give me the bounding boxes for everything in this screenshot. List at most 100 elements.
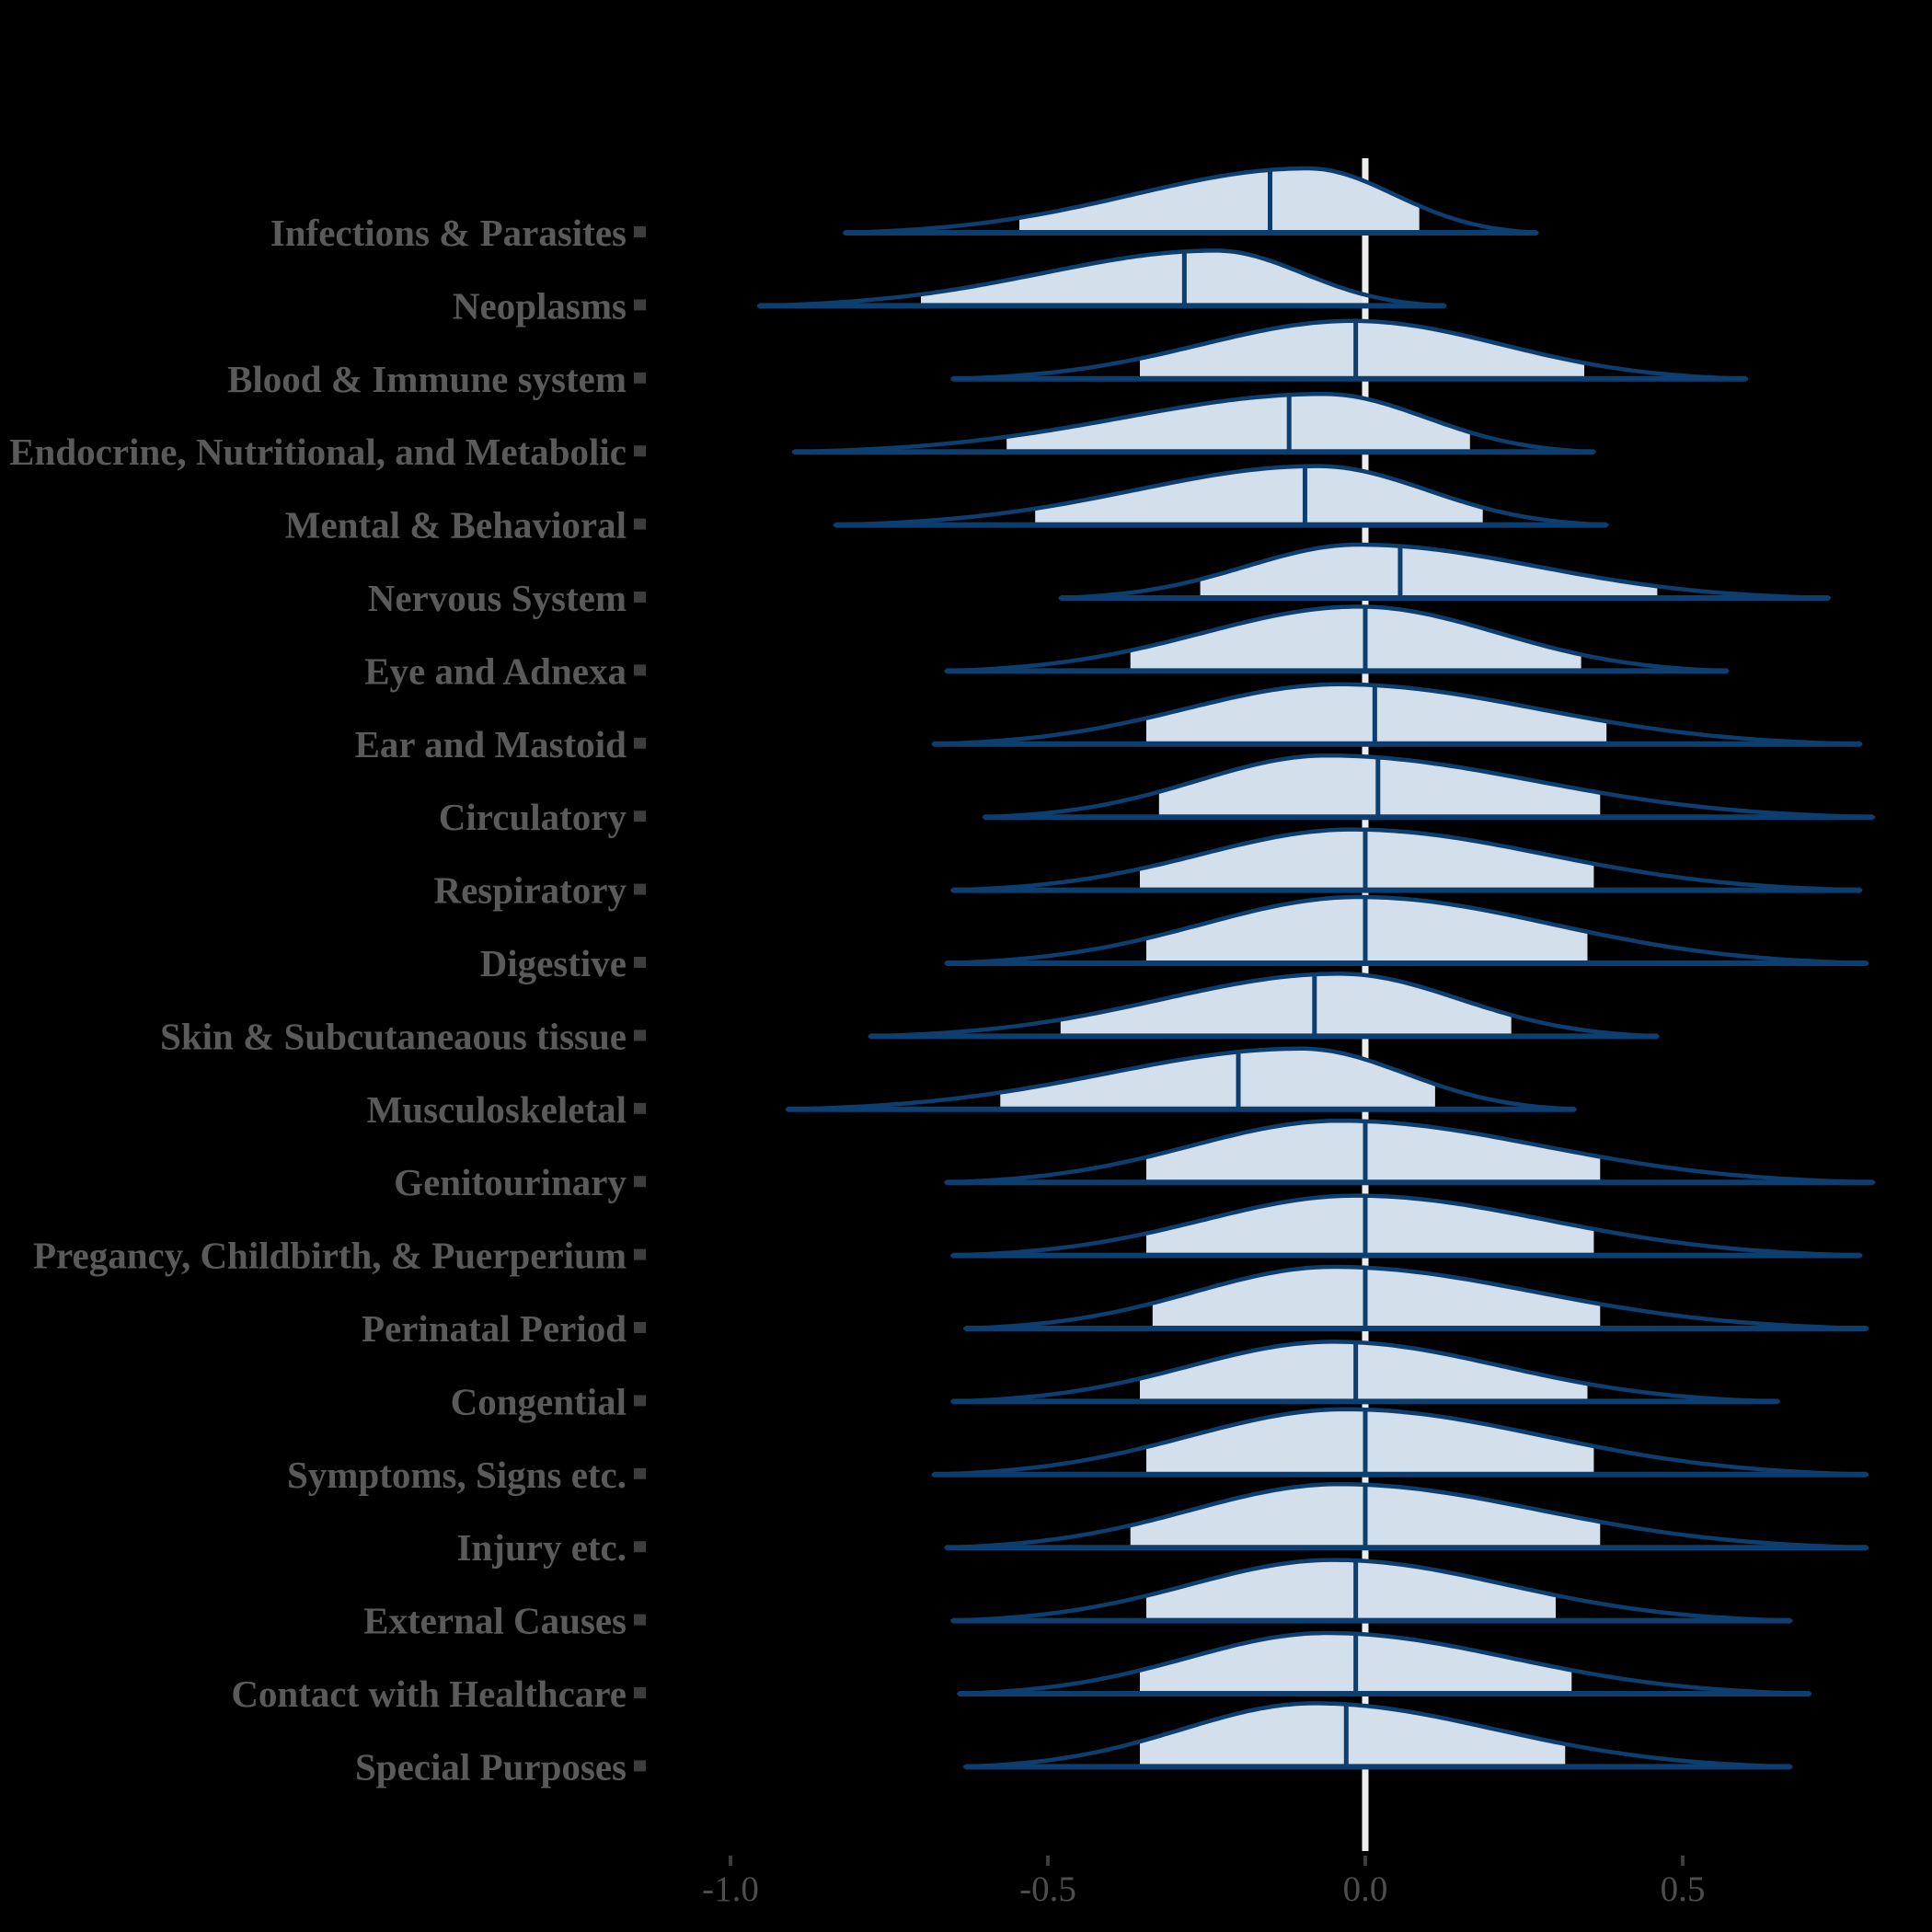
ridge-respiratory: Respiratory (433, 827, 1863, 912)
density-fill (1006, 394, 1470, 453)
density-outline (944, 894, 1869, 966)
ridge-perinatal-period: Perinatal Period (362, 1264, 1869, 1350)
density-outline (982, 753, 1876, 820)
category-label-infections-parasites: Infections & Parasites (270, 212, 627, 254)
density-fill (1152, 1267, 1601, 1328)
density-outline (931, 682, 1863, 747)
y-tick-mark (634, 1322, 646, 1333)
category-label-nervous-system: Nervous System (368, 577, 627, 619)
density-outline (950, 827, 1863, 892)
density-outline (950, 1193, 1863, 1258)
category-label-neoplasms: Neoplasms (453, 284, 627, 327)
category-label-ear-and-mastoid: Ear and Mastoid (355, 723, 627, 765)
ridge-ear-and-mastoid: Ear and Mastoid (355, 682, 1863, 765)
category-label-mental-behavioral: Mental & Behavioral (285, 504, 627, 546)
y-tick-mark (634, 299, 646, 311)
ridge-infections-parasites: Infections & Parasites (270, 166, 1539, 254)
category-label-skin-subcutaneaous-tissue: Skin & Subcutaneaous tissue (160, 1015, 627, 1057)
density-outline (944, 1118, 1876, 1185)
category-label-genitourinary: Genitourinary (394, 1161, 627, 1203)
density-outline (957, 1630, 1812, 1696)
category-label-pregancy-childbirth-puerperium: Pregancy, Childbirth, & Puerperium (33, 1235, 627, 1277)
category-label-contact-with-healthcare: Contact with Healthcare (231, 1673, 627, 1715)
y-tick-mark (634, 445, 646, 457)
y-tick-mark (634, 518, 646, 530)
y-tick-mark (634, 1029, 646, 1041)
x-tick-mark (1681, 1856, 1685, 1866)
x-tick-mark (729, 1856, 732, 1866)
y-tick-mark (634, 1176, 646, 1188)
ridge-musculoskeletal: Musculoskeletal (367, 1046, 1577, 1131)
y-tick-mark (634, 1687, 646, 1698)
category-label-circulatory: Circulatory (439, 796, 627, 838)
ridge-skin-subcutaneaous-tissue: Skin & Subcutaneaous tissue (160, 972, 1660, 1057)
category-label-respiratory: Respiratory (433, 869, 627, 912)
density-outline (944, 604, 1730, 673)
density-outline (950, 1558, 1793, 1623)
density-outline (963, 1264, 1869, 1331)
y-tick-mark (634, 811, 646, 822)
ridge-external-causes: External Causes (363, 1558, 1793, 1642)
y-tick-mark (634, 1760, 646, 1772)
category-label-blood-immune-system: Blood & Immune system (227, 358, 627, 400)
category-label-eye-and-adnexa: Eye and Adnexa (364, 650, 627, 692)
x-axis: -1.0 -0.5 0.0 0.5 (702, 1856, 1705, 1909)
density-fill (1146, 1559, 1556, 1621)
y-tick-mark (634, 1614, 646, 1626)
ridge-neoplasms: Neoplasms (453, 248, 1447, 327)
density-fill (1060, 973, 1512, 1037)
y-tick-mark (634, 1395, 646, 1407)
ridge-special-purposes: Special Purposes (355, 1701, 1793, 1788)
category-label-symptoms-signs-etc: Symptoms, Signs etc. (287, 1454, 627, 1496)
density-outline (931, 1407, 1869, 1478)
ridge-digestive: Digestive (480, 894, 1869, 984)
density-outline (756, 248, 1447, 308)
y-tick-mark (634, 1541, 646, 1553)
y-tick-mark (634, 664, 646, 676)
density-fill (921, 250, 1363, 306)
category-label-perinatal-period: Perinatal Period (362, 1307, 627, 1350)
x-tick-mark (1363, 1856, 1367, 1866)
y-tick-mark (634, 226, 646, 237)
x-tick-label: 0.0 (1343, 1869, 1388, 1909)
y-tick-mark (634, 883, 646, 895)
density-fill (1000, 1048, 1435, 1110)
density-fill (1200, 545, 1658, 598)
y-tick-mark (634, 1248, 646, 1260)
density-outline (950, 1340, 1780, 1404)
ridge-congential: Congential (451, 1340, 1780, 1422)
ridge-genitourinary: Genitourinary (394, 1118, 1876, 1203)
category-label-musculoskeletal: Musculoskeletal (367, 1088, 627, 1131)
density-outline (1058, 542, 1831, 601)
density-outline (868, 972, 1660, 1039)
category-label-congential: Congential (451, 1380, 627, 1422)
density-outline (950, 318, 1749, 382)
density-outline (833, 464, 1609, 527)
category-label-digestive: Digestive (480, 942, 627, 984)
ridge-mental-behavioral: Mental & Behavioral (285, 464, 1609, 546)
y-tick-mark (634, 957, 646, 968)
ridge-nervous-system: Nervous System (368, 542, 1831, 619)
category-label-injury-etc: Injury etc. (457, 1526, 627, 1569)
density-outline (791, 391, 1596, 454)
ridge-endocrine-nutritional-and-metabolic: Endocrine, Nutritional, and Metabolic (9, 391, 1596, 473)
density-outline (842, 166, 1539, 236)
density-fill (1140, 1341, 1588, 1402)
ridge-pregancy-childbirth-puerperium: Pregancy, Childbirth, & Puerperium (33, 1193, 1863, 1277)
density-outline (963, 1701, 1793, 1769)
category-label-endocrine-nutritional-and-metabolic: Endocrine, Nutritional, and Metabolic (9, 431, 627, 473)
density-fill (1035, 466, 1483, 525)
ridge-blood-immune-system: Blood & Immune system (227, 318, 1749, 400)
y-tick-mark (634, 372, 646, 384)
category-label-special-purposes: Special Purposes (355, 1745, 627, 1788)
ridge-circulatory: Circulatory (439, 753, 1876, 838)
x-tick-mark (1046, 1856, 1050, 1866)
ridge-symptoms-signs-etc: Symptoms, Signs etc. (287, 1407, 1869, 1496)
density-fill (1146, 1195, 1594, 1256)
y-tick-mark (634, 737, 646, 749)
ridge-contact-with-healthcare: Contact with Healthcare (231, 1630, 1812, 1715)
ridge-eye-and-adnexa: Eye and Adnexa (364, 604, 1730, 692)
density-outline (944, 1481, 1869, 1550)
